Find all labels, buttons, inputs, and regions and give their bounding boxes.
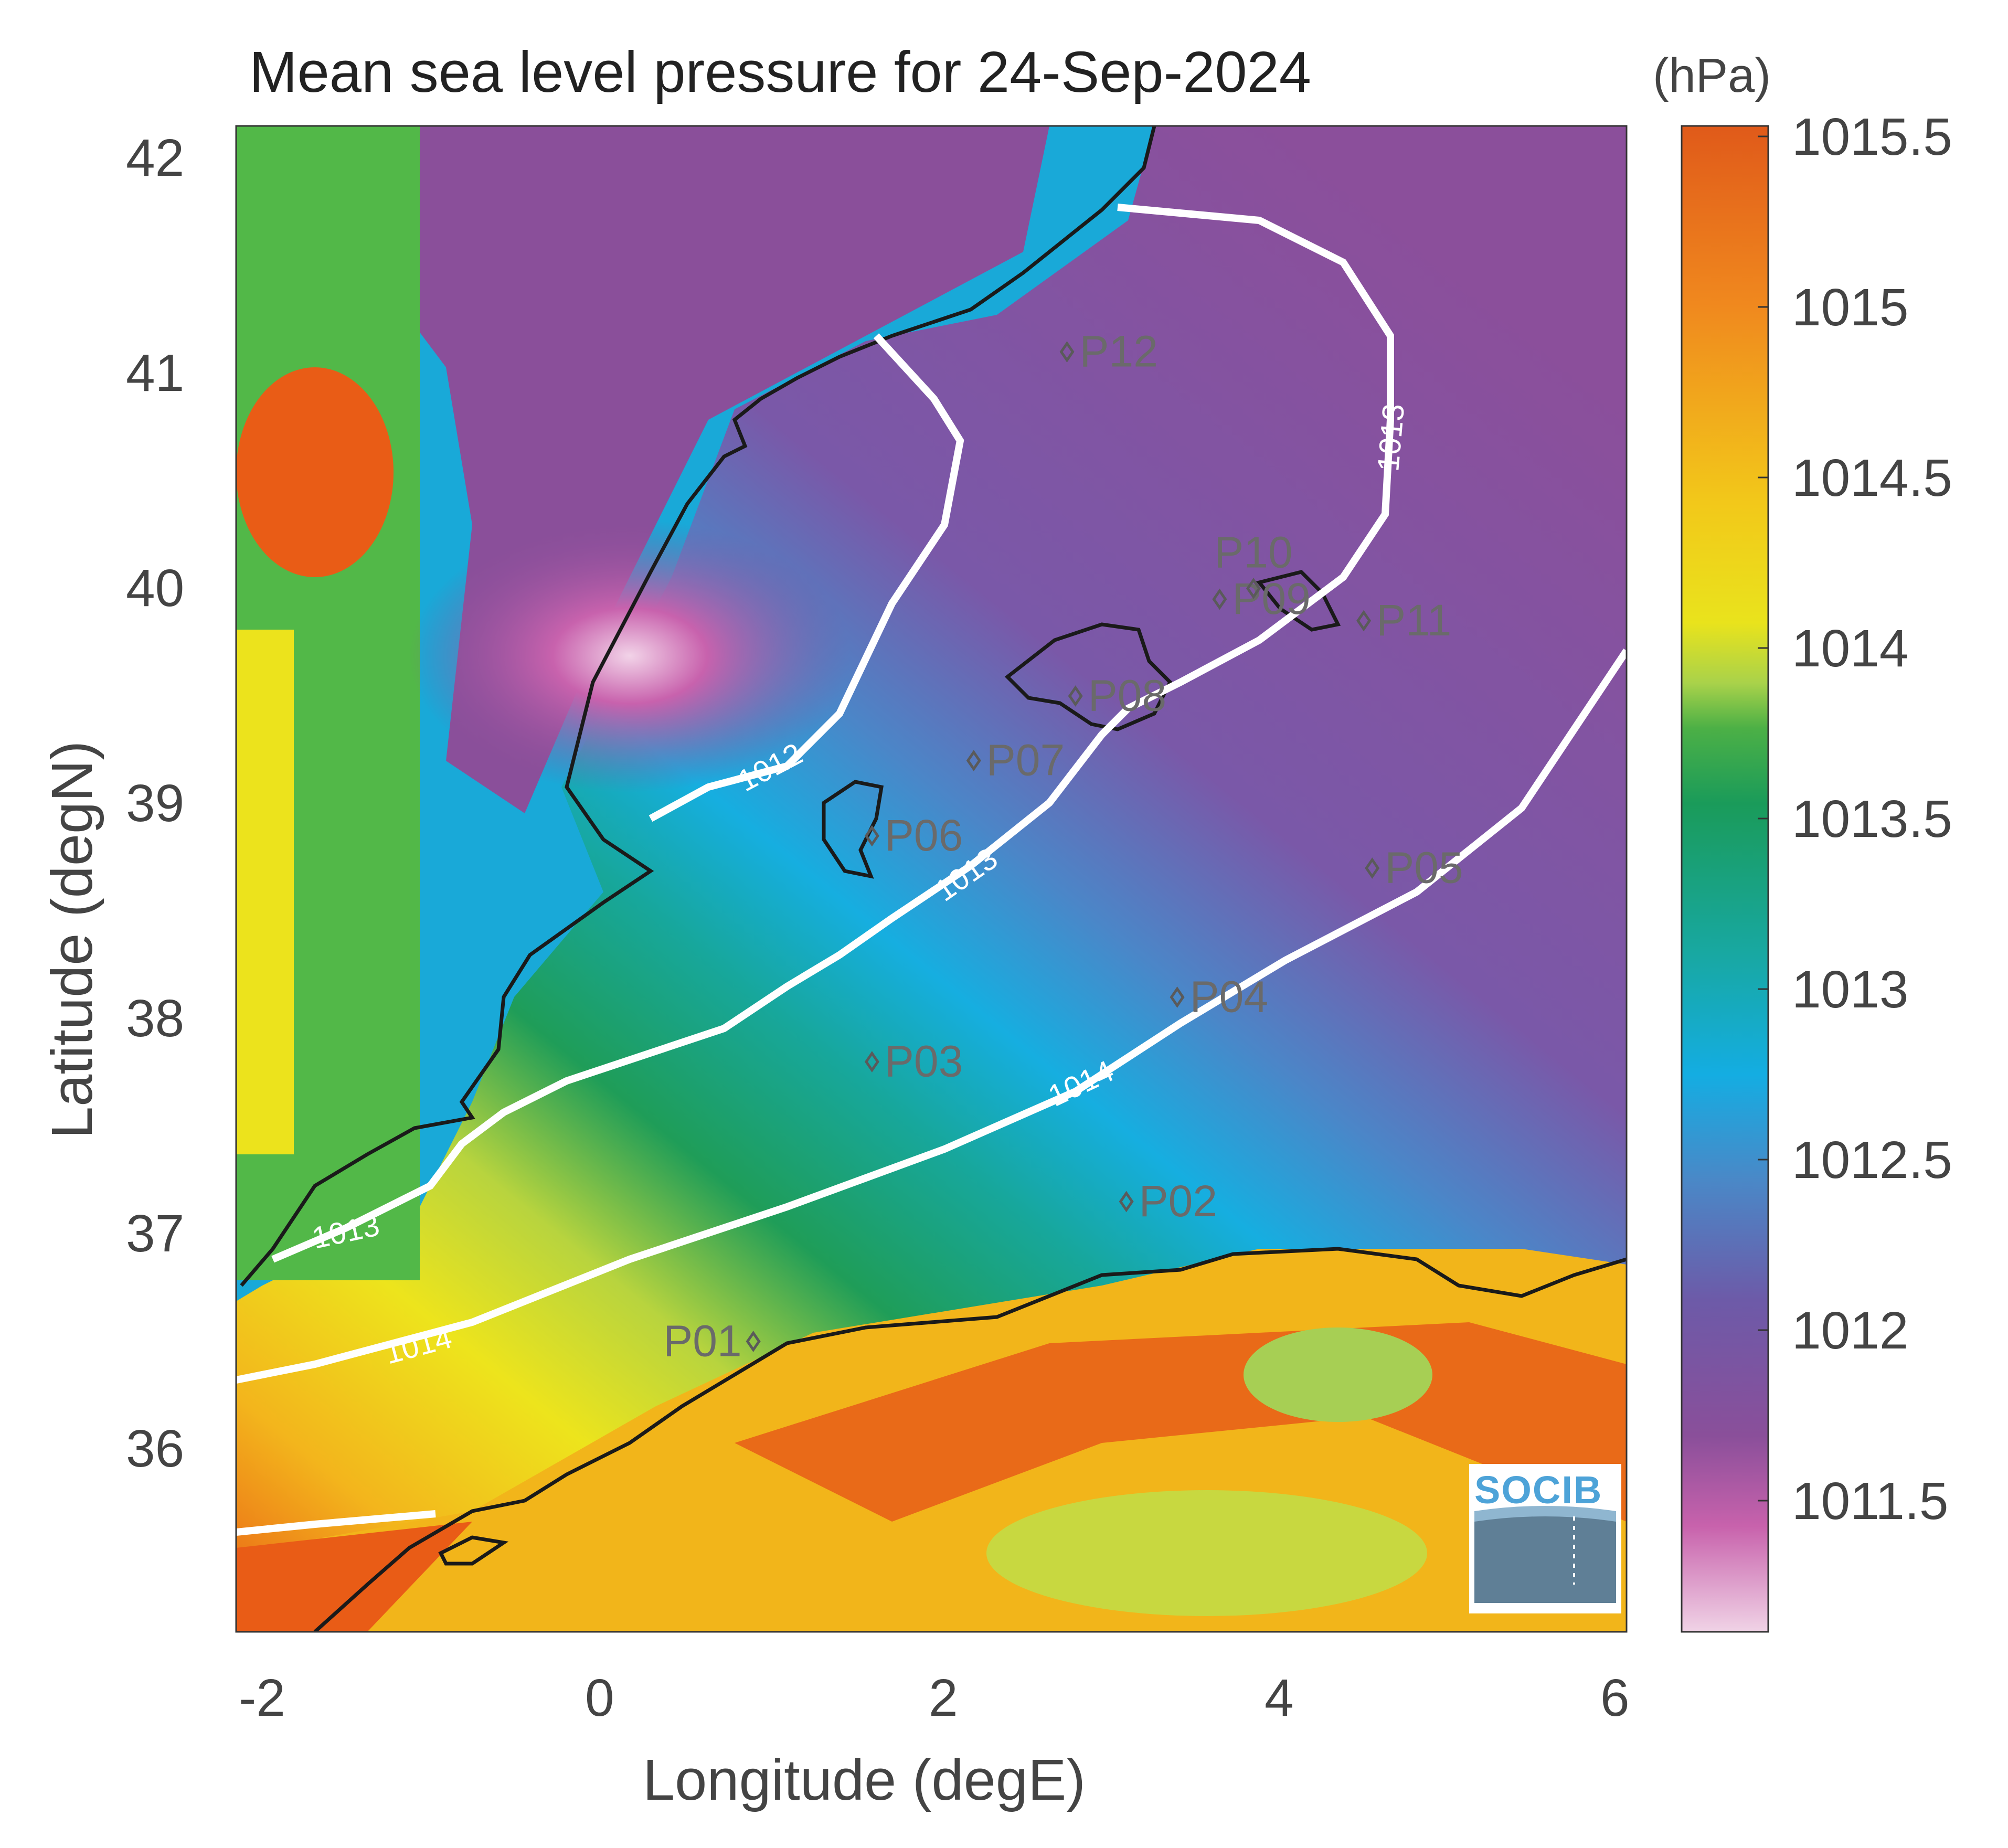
socib-logo-icon: SOCIB xyxy=(1469,1464,1621,1613)
station-label: P02 xyxy=(1139,1176,1217,1226)
station-p04: P04 xyxy=(1170,972,1268,1022)
station-label: P04 xyxy=(1190,972,1268,1022)
xtick-minus2: -2 xyxy=(239,1669,285,1727)
north-africa-green xyxy=(1244,1327,1432,1422)
station-label: P07 xyxy=(986,736,1065,785)
colorbar-tick-1012-5: 1012.5 xyxy=(1792,1131,1952,1189)
ytick-42: 42 xyxy=(126,129,184,187)
iberia-coastline xyxy=(240,126,1156,1287)
alboran-coastline xyxy=(438,1535,509,1566)
menorca-coastline xyxy=(1256,570,1341,632)
x-axis-label: Longitude (degE) xyxy=(643,1748,1086,1812)
station-p02: P02 xyxy=(1119,1176,1217,1226)
colorbar-tick-1014-5: 1014.5 xyxy=(1792,449,1952,507)
station-marker-icon xyxy=(1365,857,1380,879)
contour-1014 xyxy=(236,649,1627,1384)
y-axis-label: Latitude (degN) xyxy=(40,741,104,1139)
ytick-41: 41 xyxy=(126,344,184,402)
station-p01: P01 xyxy=(663,1316,761,1366)
colorbar: (hPa) 1015.5 1015 1014.5 1014 1013.5 101… xyxy=(1653,49,1952,1633)
contour-1012 xyxy=(649,333,964,822)
station-marker-icon xyxy=(1119,1191,1134,1213)
north-africa-green-2 xyxy=(986,1490,1427,1616)
station-p11: P11 xyxy=(1356,596,1451,645)
ibiza-coastline xyxy=(822,780,884,879)
station-marker-icon xyxy=(1246,578,1261,599)
contour-1013-north xyxy=(271,204,1394,1263)
x-axis: -2 0 2 4 6 Longitude (degE) xyxy=(239,1669,1630,1812)
station-p09: P09 xyxy=(1212,574,1311,623)
station-label: P05 xyxy=(1385,843,1463,893)
station-marker-icon xyxy=(746,1331,761,1352)
ytick-38: 38 xyxy=(126,989,184,1048)
xtick-4: 4 xyxy=(1265,1669,1294,1727)
station-p03: P03 xyxy=(864,1037,963,1086)
station-p10: P10 xyxy=(1214,528,1293,599)
station-marker-icon xyxy=(1356,610,1372,632)
colorbar-gradient xyxy=(1681,125,1769,1633)
colorbar-tick-1015: 1015 xyxy=(1792,278,1908,337)
station-marker-icon xyxy=(864,1051,879,1072)
mallorca-coastline xyxy=(1004,622,1173,731)
socib-logo-text: SOCIB xyxy=(1474,1468,1602,1512)
station-label: P09 xyxy=(1232,574,1310,623)
iberia-high-west xyxy=(236,367,394,577)
map-title: Mean sea level pressure for 24-Sep-2024 xyxy=(249,40,1311,104)
colorbar-tick-1011-5: 1011.5 xyxy=(1792,1472,1948,1531)
low-pressure-center xyxy=(409,519,850,792)
colorbar-tick-1015-5: 1015.5 xyxy=(1792,108,1952,166)
colorbar-tick-1012: 1012 xyxy=(1792,1301,1908,1360)
ytick-37: 37 xyxy=(126,1204,184,1263)
station-label: P03 xyxy=(885,1037,963,1086)
station-p05: P05 xyxy=(1365,843,1463,893)
ytick-40: 40 xyxy=(126,559,184,618)
colorbar-tick-marks xyxy=(1758,135,1768,1502)
station-marker-icon xyxy=(1170,986,1185,1008)
colorbar-unit: (hPa) xyxy=(1653,49,1771,102)
station-p06: P06 xyxy=(864,811,963,860)
station-marker-icon xyxy=(1059,341,1075,363)
station-label: P08 xyxy=(1088,671,1166,720)
station-marker-icon xyxy=(864,825,879,847)
y-axis: 42 41 40 39 38 37 36 Latitude (degN) xyxy=(40,129,184,1478)
station-label: P10 xyxy=(1214,528,1292,577)
xtick-6: 6 xyxy=(1600,1669,1630,1727)
colorbar-tick-1013-5: 1013.5 xyxy=(1792,790,1952,848)
station-p08: P08 xyxy=(1068,671,1166,720)
ytick-36: 36 xyxy=(126,1419,184,1478)
iberia-land-west-edge xyxy=(236,630,294,1154)
colorbar-tick-1014: 1014 xyxy=(1792,619,1908,678)
south-orange-band xyxy=(236,1522,472,1632)
station-p12: P12 xyxy=(1059,327,1158,376)
station-marker-icon xyxy=(1068,685,1083,707)
station-label: P11 xyxy=(1376,596,1451,645)
contour-label-1013-east: 1013 xyxy=(1371,402,1411,473)
ytick-39: 39 xyxy=(126,774,184,833)
africa-coastline xyxy=(313,1247,1627,1632)
xtick-0: 0 xyxy=(585,1669,614,1727)
xtick-2: 2 xyxy=(929,1669,958,1727)
station-marker-icon xyxy=(1212,588,1227,610)
station-label: P12 xyxy=(1080,327,1158,376)
station-marker-icon xyxy=(966,750,981,771)
station-label: P06 xyxy=(885,811,963,860)
map-frame xyxy=(235,125,1628,1633)
station-label: P01 xyxy=(663,1316,741,1366)
map-plot-area: 1012 1013 1013 1013 1014 1014 P01P02P03P… xyxy=(236,126,1627,1632)
station-p07: P07 xyxy=(966,736,1065,785)
contour-south xyxy=(236,1510,436,1536)
colorbar-tick-1013: 1013 xyxy=(1792,960,1908,1019)
